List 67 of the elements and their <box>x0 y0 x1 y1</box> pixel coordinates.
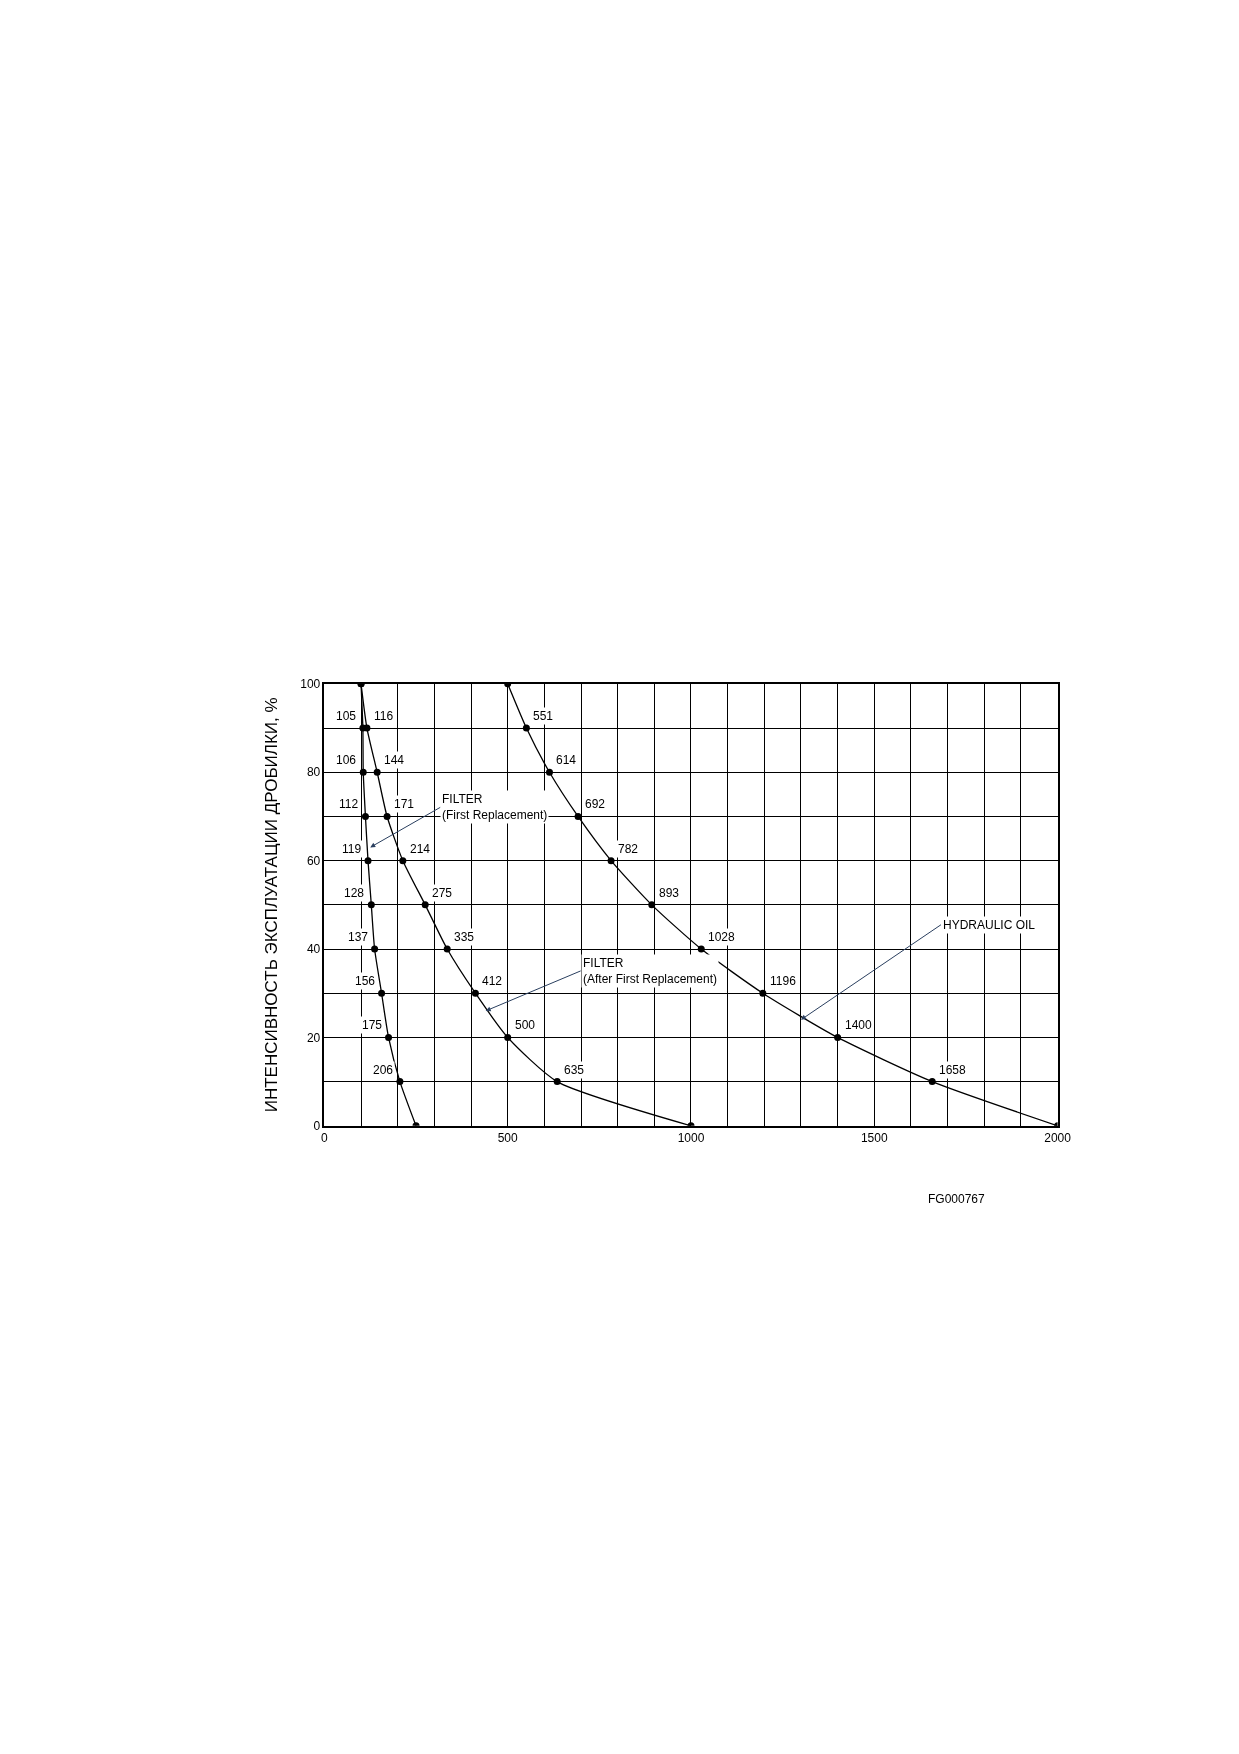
point <box>359 768 367 776</box>
text: FG000767 <box>928 1192 986 1206</box>
annotation: 335 <box>454 930 475 944</box>
annotation: 1028 <box>708 930 736 944</box>
x-tick-label: 1000 <box>677 1130 705 1145</box>
annotation: 116 <box>374 709 394 723</box>
point <box>399 857 407 865</box>
y-tick-label: 0 <box>313 1119 321 1134</box>
annotation: 893 <box>659 886 680 900</box>
point <box>648 901 656 909</box>
point <box>504 1033 512 1041</box>
annotation: 105 <box>336 709 357 723</box>
annotation: 106 <box>336 753 357 767</box>
annotation: 1196 <box>770 974 797 988</box>
annotation: 614 <box>556 753 577 767</box>
annotation: 1400 <box>845 1018 873 1032</box>
annotation: HYDRAULIC OIL <box>943 918 1036 932</box>
x-tick-label: 500 <box>497 1130 519 1145</box>
point <box>545 768 553 776</box>
y-tick-label: 100 <box>300 677 321 692</box>
x-tick-label: 1500 <box>860 1130 888 1145</box>
point <box>373 768 381 776</box>
annotation: 412 <box>482 974 503 988</box>
annotation: 275 <box>432 886 453 900</box>
point <box>396 1078 404 1086</box>
point <box>361 812 369 820</box>
annotation: FILTER (After First Replacement) <box>583 956 718 986</box>
point <box>522 724 530 732</box>
y-tick-label: 40 <box>306 942 321 957</box>
point <box>383 812 391 820</box>
point <box>607 857 615 865</box>
annotation: 128 <box>344 886 365 900</box>
point <box>364 857 372 865</box>
annotation: 782 <box>618 842 639 856</box>
point <box>834 1033 842 1041</box>
annotation: 171 <box>394 797 415 811</box>
point <box>928 1078 936 1086</box>
annotation: FILTER (First Replacement) <box>442 792 548 822</box>
y-tick-label: 20 <box>306 1030 321 1045</box>
point <box>421 901 429 909</box>
point <box>574 812 582 820</box>
annotation: 156 <box>355 974 376 988</box>
annotation: 175 <box>362 1018 383 1032</box>
annotation: 144 <box>384 753 405 767</box>
annotation: 112 <box>339 797 359 811</box>
y-tick-label: 80 <box>306 765 321 780</box>
point <box>367 901 375 909</box>
point <box>385 1033 393 1041</box>
point <box>371 945 379 953</box>
annotation: 119 <box>342 842 362 856</box>
point <box>471 989 479 997</box>
annotation: 214 <box>410 842 431 856</box>
x-tick-label: 2000 <box>1044 1130 1072 1145</box>
y-axis-title: ИНТЕНСИВНОСТЬ ЭКСПЛУАТАЦИИ ДРОБИЛКИ, % <box>262 697 282 1113</box>
annotation: 137 <box>348 930 369 944</box>
annotation: 206 <box>373 1063 394 1077</box>
point <box>759 989 767 997</box>
annotation: 1658 <box>939 1063 967 1077</box>
annotation: 635 <box>564 1063 585 1077</box>
point <box>443 945 451 953</box>
point <box>553 1078 561 1086</box>
point <box>378 989 386 997</box>
annotation: 500 <box>515 1018 536 1032</box>
point <box>697 945 705 953</box>
annotation: 551 <box>533 709 554 723</box>
y-tick-label: 60 <box>306 853 321 868</box>
annotation: 692 <box>585 797 606 811</box>
